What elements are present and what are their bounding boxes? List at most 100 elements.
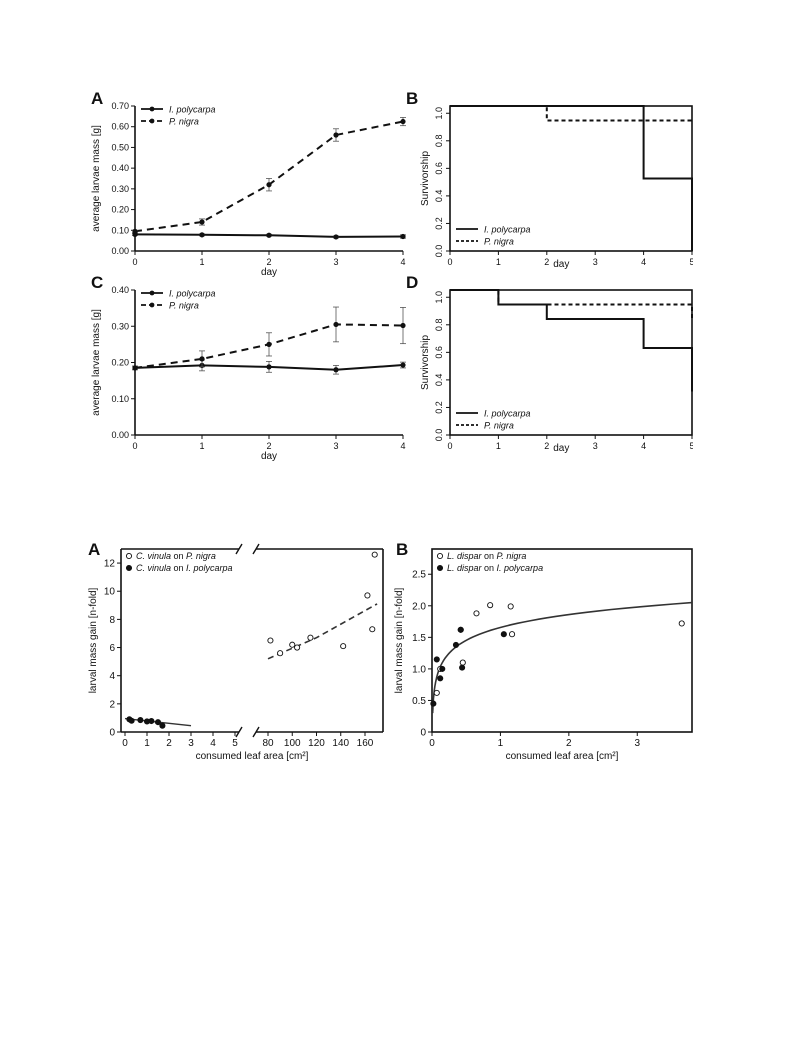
fig2-panel-b-series-2-point	[457, 626, 464, 633]
fig1-panel-a-series-2-point	[132, 228, 138, 234]
fig1-panel-a-series-1-point	[400, 233, 406, 240]
fig1-panel-b-letter: B	[406, 89, 418, 108]
fig1-panel-a-x-tick-label: 3	[333, 257, 338, 267]
fig1-panel-d-series-2-line	[450, 289, 693, 319]
fig2-panel-a-y-tick-label: 6	[109, 643, 115, 654]
fig1-panel-c-x-tick-label: 2	[266, 441, 271, 451]
fig2-panel-a-letter: A	[88, 540, 100, 559]
fig2-panel-b-y-tick-label: 1.5	[412, 633, 426, 644]
fig1-panel-c-y-tick-label: 0.40	[111, 285, 129, 295]
fig1-panel-c: C 0.00 0.10 0.20 0.30 0.40 0 1 2 3 4 average larvae…	[91, 273, 406, 462]
fig1-panel-d-letter: D	[406, 273, 418, 292]
fig1-panel-b-legend-label: I. polycarpa	[484, 225, 531, 235]
fig2-panel-b-series-1-point	[473, 610, 480, 617]
fig1-panel-c-series-1-point	[400, 362, 406, 368]
fig1-panel-b-series-2-line	[450, 105, 692, 122]
fig2-panel-b-x-tick-label: 2	[566, 738, 572, 749]
fig2-panel-a-series-2-point	[159, 722, 166, 729]
fig1-panel-b-x-tick-label: 0	[447, 257, 452, 267]
fig2-panel-b-frame	[431, 548, 693, 733]
fig1-panel-a-x-tick-label: 0	[132, 257, 137, 267]
fig2-panel-a-axis-break-mark	[252, 543, 260, 555]
fig2-panel-b-y-tick-label: 0	[420, 728, 426, 739]
fig2-panel-a-x-tick-label: 120	[308, 738, 325, 749]
fig1-panel-d-x-tick-label: 3	[593, 441, 598, 451]
fig1-panel-c-y-tick-label: 0.30	[111, 321, 129, 331]
fig2-panel-a-x-label: consumed leaf area [cm²]	[196, 751, 309, 762]
fig1-panel-d-series-1-line	[450, 289, 693, 392]
fig1-panel-a-y-tick-label: 0.70	[111, 101, 129, 111]
fig2-panel-a-y-label: larval mass gain [n-fold]	[88, 587, 99, 693]
fig1-panel-c-x-label: day	[261, 451, 277, 462]
fig2-panel-b-y-tick-label: 1.0	[412, 664, 426, 675]
fig1-panel-c-y-tick-label: 0.00	[111, 430, 129, 440]
fig1-panel-a-y-tick-label: 0.60	[111, 122, 129, 132]
fig1-panel-c-y-tick-label: 0.20	[111, 358, 129, 368]
fig2-panel-a-series-2-point	[154, 719, 162, 726]
fig2-panel-a-fit-line-dashed	[267, 603, 378, 660]
fig1-panel-b-x-label: day	[553, 259, 569, 270]
fig1-panel-c-x-tick-label: 0	[132, 441, 137, 451]
fig2-panel-a-series-1-point	[294, 644, 301, 651]
fig1-panel-d-x-tick-label: 0	[447, 441, 452, 451]
fig2-panel-b-legend-label: L. dispar on I. polycarpa	[447, 563, 543, 573]
fig1-panel-b-y-tick-label: 0.6	[434, 162, 444, 175]
fig2-panel-b-series-2-point	[430, 700, 437, 707]
fig1-panel-a-series-2-line	[134, 120, 404, 233]
fig2-panel-b-x-tick-label: 0	[429, 738, 435, 749]
fig1-panel-a-y-tick-label: 0.40	[111, 163, 129, 173]
fig2-panel-b: B 0 0.5 1.0 1.5 2.0 2.5 0 1 2 3 larval mass gain [n…	[394, 540, 693, 762]
fig1-panel-d-x-tick-label: 4	[641, 441, 646, 451]
fig1-panel-a-series-2-point	[333, 132, 339, 138]
fig1-panel-d-legend-label: I. polycarpa	[484, 409, 531, 419]
fig1-panel-a-letter: A	[91, 89, 103, 108]
fig2-panel-a-series-2-point	[137, 716, 144, 724]
fig2-panel-b-y-tick-label: 2.5	[412, 570, 426, 581]
figure-1: A 0.00 0.10 0.20 0.30 0.40 0.50 0.60 0.70 0 1 2 3 4 av…	[88, 86, 693, 466]
fig2-panel-a-x-tick-label: 4	[210, 738, 216, 749]
fig1-panel-c-series-2-point	[266, 341, 272, 347]
fig2-panel-a-series-1-point	[340, 643, 347, 650]
fig1-panel-c-series-2-point	[132, 365, 138, 371]
fig2-panel-a-series-2-point	[128, 717, 135, 724]
fig2-panel-b-series-2-point	[459, 664, 466, 671]
fig1-panel-c-series-2-point	[333, 321, 339, 328]
fig1-panel-a-series-2-point	[199, 219, 205, 225]
fig1-panel-a-x-tick-label: 4	[400, 257, 405, 267]
fig2-panel-b-series-1-point	[509, 631, 516, 638]
fig2-panel-b-series-1-point	[507, 603, 514, 610]
fig1-panel-a-y-tick-label: 0.20	[111, 205, 129, 215]
fig2-panel-a-y-tick-label: 0	[109, 728, 115, 739]
fig1-panel-c-y-tick-label: 0.10	[111, 394, 129, 404]
fig2-panel-a-x-tick-label: 100	[284, 738, 301, 749]
fig2-panel-b-series-1-point	[678, 620, 685, 627]
fig1-panel-a-series-1-point	[199, 232, 205, 238]
fig1-panel-b-legend-label: P. nigra	[484, 237, 514, 247]
fig1-panel-a-legend-label: I. polycarpa	[169, 105, 216, 115]
fig1-panel-d-y-label: Survivorship	[420, 335, 431, 390]
figure-1-canvas: A0.000.100.200.300.400.500.600.700 1 2 3 4av…	[91, 89, 693, 462]
fig1-panel-d-x-label: day	[553, 443, 569, 454]
fig1-panel-a-y-label: average larvae mass [g]	[91, 125, 102, 232]
fig2-panel-a-series-1-point	[267, 637, 274, 644]
fig1-panel-b-y-label: Survivorship	[420, 151, 431, 206]
fig1-panel-a-y-tick-label: 0.00	[111, 246, 129, 256]
fig2-panel-b-series-2-point	[439, 665, 446, 672]
fig1-panel-d-x-tick-label: 5	[689, 441, 693, 451]
fig2-panel-a-axis-break-mark	[235, 726, 243, 738]
fig1-panel-a-legend-marker	[149, 118, 155, 124]
fig2-panel-b-x-label: consumed leaf area [cm²]	[506, 751, 619, 762]
fig2-panel-a-y-tick-label: 4	[109, 671, 115, 682]
fig2-panel-b-series-2-point	[437, 675, 444, 682]
fig1-panel-c-legend-marker	[149, 290, 155, 296]
fig1-panel-a-y-tick-label: 0.30	[111, 184, 129, 194]
fig2-panel-a-y-tick-label: 8	[109, 615, 115, 626]
fig1-panel-c-legend-label: P. nigra	[169, 301, 199, 311]
fig2-panel-b-series-2-point	[452, 641, 459, 648]
fig1-panel-b-x-tick-label: 3	[593, 257, 598, 267]
fig2-panel-b-fit-curve	[431, 601, 693, 714]
fig1-panel-a-series-2-point	[400, 118, 406, 125]
